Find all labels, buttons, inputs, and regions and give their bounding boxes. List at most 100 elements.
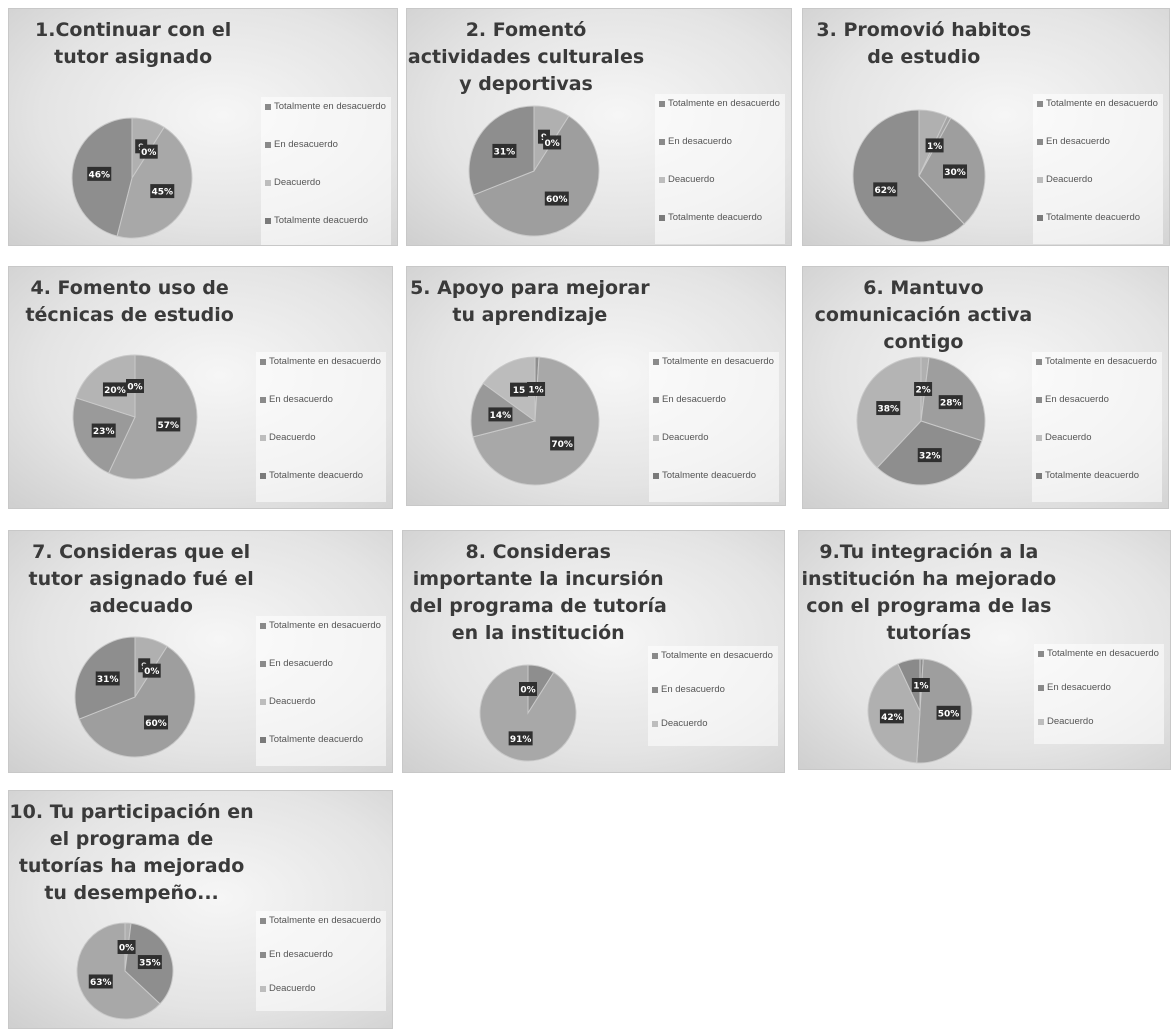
data-label-box	[914, 382, 933, 396]
legend-label: En desacuerdo	[662, 394, 726, 405]
legend-item: Totalmente en desacuerdo	[260, 356, 384, 368]
legend-item: Totalmente deacuerdo	[265, 215, 389, 227]
legend-item: Totalmente deacuerdo	[1036, 470, 1160, 482]
pie-chart: 2% 28% 32% 38%	[856, 356, 986, 486]
legend-swatch	[260, 397, 266, 403]
pie-slice	[482, 356, 536, 422]
data-label: 91%	[508, 731, 533, 746]
legend-label: En desacuerdo	[269, 394, 333, 405]
legend-label: En desacuerdo	[1045, 394, 1109, 405]
data-label-box	[527, 382, 546, 396]
legend-label: Deacuerdo	[1047, 716, 1094, 727]
legend-swatch	[1037, 139, 1043, 145]
legend-item: Totalmente en desacuerdo	[265, 101, 389, 113]
legend-label: Totalmente en desacuerdo	[269, 356, 381, 367]
legend-label: Deacuerdo	[269, 983, 316, 994]
legend-swatch	[265, 104, 271, 110]
pie-slice	[897, 658, 921, 712]
chart-legend: Totalmente en desacuerdo En desacuerdo Dea…	[649, 352, 779, 502]
data-label-box	[508, 731, 533, 746]
data-label: 28%	[938, 395, 963, 410]
legend-swatch	[1037, 215, 1043, 221]
data-label: 32%	[917, 448, 942, 463]
pie-chart: 0% 35% 63%	[76, 922, 174, 1020]
data-label: 1%	[925, 138, 944, 153]
data-label: 60%	[544, 191, 569, 206]
data-label-text: 15	[513, 386, 526, 396]
legend-label: Deacuerdo	[668, 174, 715, 185]
data-label-text: 20%	[104, 386, 126, 396]
legend-swatch	[1037, 177, 1043, 183]
legend-item: En desacuerdo	[653, 394, 777, 406]
legend-swatch	[659, 139, 665, 145]
data-label: 35%	[137, 955, 162, 970]
legend-swatch	[1036, 473, 1042, 479]
data-label-box	[936, 705, 961, 720]
legend-label: Deacuerdo	[1045, 432, 1092, 443]
data-label-box	[139, 144, 158, 159]
chart-panel: 6. Mantuvo comunicación activa contigo 2%…	[802, 266, 1169, 509]
chart-title: 6. Mantuvo comunicación activa contigo	[814, 277, 1033, 353]
chart-panel: 7. Consideras que el tutor asignado fué …	[8, 530, 393, 773]
data-label-box	[938, 395, 963, 410]
legend-label: Totalmente en desacuerdo	[661, 650, 773, 661]
legend-label: Totalmente deacuerdo	[274, 215, 369, 226]
legend-swatch	[652, 687, 658, 693]
data-label-text: 50%	[938, 709, 960, 719]
data-label-text: 0%	[127, 383, 142, 393]
pie-slice	[472, 356, 600, 486]
data-label-text: 1%	[913, 682, 928, 692]
chart-title: 1.Continuar con el tutor asignado	[35, 19, 232, 68]
data-label: 38%	[876, 401, 901, 416]
data-label-text: 60%	[546, 195, 568, 205]
legend-label: Totalmente deacuerdo	[662, 470, 757, 481]
data-label-box	[102, 382, 127, 397]
legend-label: Totalmente deacuerdo	[1046, 212, 1141, 223]
legend-swatch	[653, 397, 659, 403]
legend-swatch	[265, 218, 271, 224]
legend-item: En desacuerdo	[260, 658, 384, 670]
data-label: 0%	[117, 940, 136, 954]
legend-item: Totalmente en desacuerdo	[659, 98, 783, 110]
chart-panel: 3. Promovió habitos de estudio 1% 30% 62% To…	[802, 8, 1170, 246]
data-label-box	[943, 164, 968, 179]
legend-label: Totalmente deacuerdo	[269, 734, 364, 745]
chart-title: 7. Consideras que el tutor asignado fué …	[28, 541, 254, 617]
data-label-text: 14%	[490, 411, 512, 421]
data-label-box	[911, 678, 930, 692]
data-label-box	[925, 138, 944, 153]
pie-chart: 0% 91%	[479, 664, 577, 762]
legend-swatch	[1036, 397, 1042, 403]
data-label-text: 1%	[528, 386, 543, 396]
legend-item: En desacuerdo	[659, 136, 783, 148]
legend-label: Totalmente deacuerdo	[668, 212, 763, 223]
data-label: 57%	[156, 417, 181, 432]
chart-title: 5. Apoyo para mejorar tu aprendizaje	[410, 277, 650, 326]
legend-item: Totalmente en desacuerdo	[653, 356, 777, 368]
legend-label: Totalmente en desacuerdo	[274, 101, 386, 112]
data-label: 0%	[139, 144, 158, 159]
data-label-text: 0%	[119, 944, 134, 954]
legend-item: En desacuerdo	[652, 684, 776, 696]
chart-legend: Totalmente en desacuerdo En desacuerdo Dea…	[256, 911, 386, 1011]
data-label: 20%	[102, 382, 127, 397]
chart-panel: 5. Apoyo para mejorar tu aprendizaje 1% 70…	[406, 266, 786, 506]
data-label-text: 1%	[927, 142, 942, 152]
data-label-box	[488, 407, 513, 422]
legend-item: Totalmente deacuerdo	[1037, 212, 1161, 224]
pie-chart: 90%60%31%	[468, 105, 600, 237]
legend-label: En desacuerdo	[661, 684, 725, 695]
data-label: 0%	[519, 682, 537, 696]
legend-label: Totalmente en desacuerdo	[269, 620, 381, 631]
legend-item: Deacuerdo	[260, 983, 384, 995]
pie-chart: 1% 30% 62%	[852, 109, 986, 243]
chart-panel: 4. Fomento uso de técnicas de estudio 0% 5…	[8, 266, 393, 509]
data-label: 70%	[550, 436, 575, 451]
data-label-text: 63%	[90, 978, 112, 988]
chart-panel: 1.Continuar con el tutor asignado90%45%4…	[8, 8, 398, 246]
data-label-text: 0%	[544, 139, 559, 149]
legend-swatch	[653, 435, 659, 441]
legend-swatch	[260, 952, 266, 958]
legend-swatch	[1038, 651, 1044, 657]
legend-swatch	[653, 359, 659, 365]
